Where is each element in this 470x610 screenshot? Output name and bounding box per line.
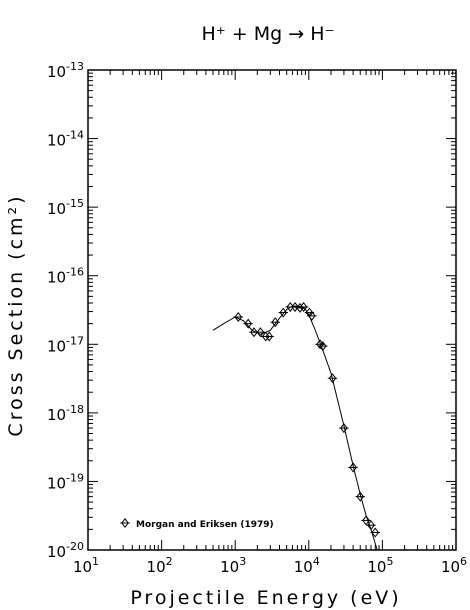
legend-marker-symbol [120, 517, 130, 529]
y-tick-base: 10 [47, 543, 66, 561]
data-point-shape [291, 301, 299, 313]
y-tick-exponent: -15 [66, 197, 84, 210]
data-point [355, 491, 365, 502]
y-tick-exponent: -19 [66, 471, 84, 484]
x-tick-label: 101 [73, 555, 99, 576]
data-point [298, 301, 309, 313]
data-point [307, 310, 317, 321]
y-tick-base: 10 [47, 406, 66, 424]
data-point-shape [271, 317, 280, 328]
y-tick-exponent: -18 [66, 403, 84, 416]
fit-curve [212, 305, 378, 551]
y-tick-label: 10-18 [47, 403, 84, 424]
data-point-shape [308, 310, 316, 321]
data-point [255, 327, 266, 338]
y-tick-label: 10-15 [47, 197, 84, 218]
x-tick-exponent: 3 [239, 555, 246, 568]
data-point [370, 527, 380, 538]
chart-title-text: H⁺ + Mg → H⁻ [201, 23, 334, 45]
data-point-shape [261, 331, 270, 342]
data-point [295, 302, 305, 313]
data-point-shape [296, 302, 304, 313]
data-point-shape [318, 341, 327, 352]
x-tick-label: 102 [147, 555, 173, 576]
y-axis-ticks [88, 69, 456, 551]
y-tick-exponent: -20 [66, 540, 84, 553]
data-point-shape [250, 327, 258, 338]
data-point [233, 311, 243, 323]
data-point-shape [340, 423, 348, 434]
y-tick-base: 10 [47, 269, 66, 287]
x-tick-label: 106 [441, 555, 467, 576]
y-tick-base: 10 [47, 337, 66, 355]
y-tick-exponent: -14 [66, 129, 84, 142]
data-point-shape [256, 327, 265, 338]
y-tick-base: 10 [47, 200, 66, 218]
y-tick-label: 10-14 [47, 129, 84, 150]
chart-title: H⁺ + Mg → H⁻ [201, 23, 334, 45]
y-tick-base: 10 [47, 474, 66, 492]
data-point-shape [367, 520, 375, 531]
data-point-shape [234, 311, 243, 323]
x-tick-exponent: 1 [92, 555, 99, 568]
data-points [233, 301, 380, 538]
data-point [270, 317, 280, 328]
x-tick-label: 103 [220, 555, 246, 576]
legend-label: Morgan and Eriksen (1979) [136, 520, 274, 530]
x-tick-exponent: 2 [166, 555, 173, 568]
data-point [339, 423, 349, 434]
data-point [366, 520, 376, 531]
legend-marker [120, 517, 130, 529]
y-tick-exponent: -13 [66, 60, 84, 73]
x-tick-exponent: 5 [386, 555, 393, 568]
legend-marker-symbol-shape [121, 517, 129, 529]
data-point [327, 373, 338, 384]
x-axis-label: Projectile Energy (eV) [130, 587, 401, 609]
y-tick-exponent: -17 [66, 334, 84, 347]
y-tick-label: 10-16 [47, 266, 84, 287]
data-point [361, 515, 371, 526]
data-point-shape [362, 515, 370, 526]
data-point [348, 462, 358, 473]
data-point-shape [244, 318, 252, 329]
data-point-shape [371, 527, 380, 538]
data-point-shape [265, 331, 274, 342]
y-tick-label: 10-17 [47, 334, 84, 355]
y-tick-exponent: -16 [66, 266, 84, 279]
plot-frame [87, 69, 457, 551]
x-axis-ticks [87, 70, 457, 550]
data-point-shape [349, 462, 357, 473]
y-tick-base: 10 [47, 132, 66, 150]
data-point [264, 331, 274, 342]
x-tick-label: 104 [294, 555, 320, 576]
y-axis-label: Cross Section (cm²) [5, 193, 27, 436]
data-point-shape [299, 301, 308, 313]
data-point [290, 301, 300, 313]
y-tick-base: 10 [47, 63, 66, 81]
x-tick-exponent: 4 [313, 555, 320, 568]
y-tick-label: 10-13 [47, 60, 84, 81]
data-point-shape [328, 373, 337, 384]
x-tick-exponent: 6 [460, 555, 467, 568]
data-point [243, 318, 253, 329]
legend: Morgan and Eriksen (1979) [120, 517, 274, 530]
x-tick-label: 105 [367, 555, 393, 576]
y-tick-label: 10-19 [47, 471, 84, 492]
data-point [318, 341, 328, 352]
x-axis-tick-labels: 101 102 103 104 105 106 [73, 555, 467, 576]
y-tick-label: 10-20 [47, 540, 84, 561]
data-point [278, 307, 288, 318]
data-point-shape [356, 491, 365, 502]
data-point-shape [279, 307, 288, 318]
